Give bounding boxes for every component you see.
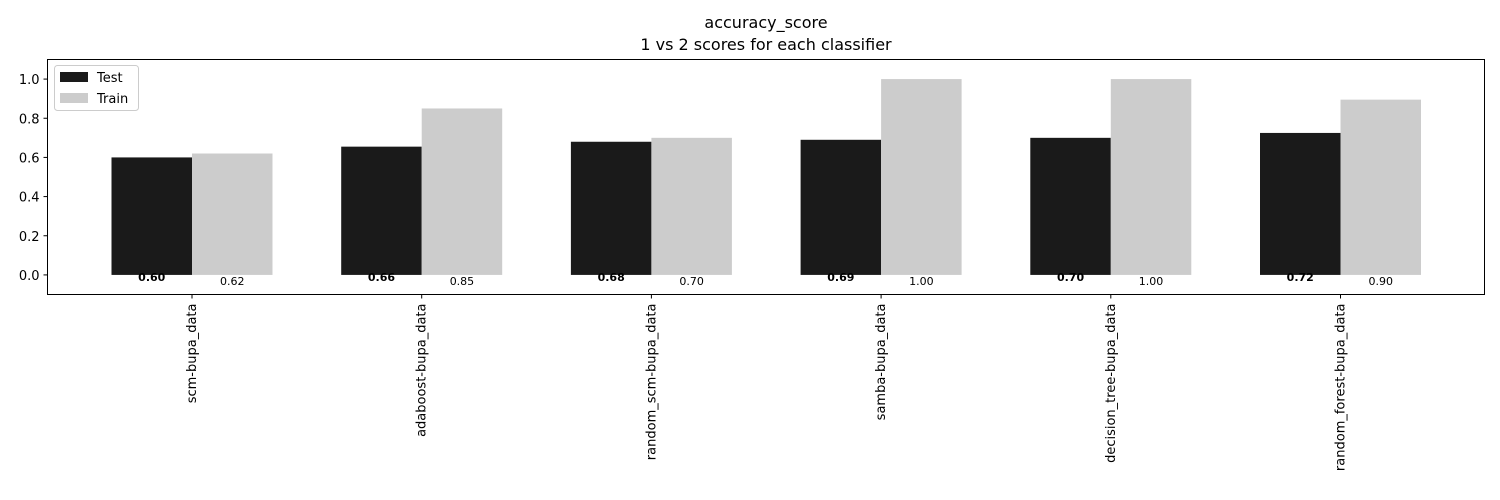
- x-axis: scm-bupa_data adaboost-bupa_data random_sc…: [185, 294, 1349, 472]
- value-labels-layer: 0.60 0.62 0.66 0.85 0.68 0.70 0.69 1.00 0.70 1.00…: [138, 271, 1393, 288]
- value-label-train-decision_tree-bupa_data: 1.00: [1139, 275, 1164, 288]
- x-tick-label-random_scm-bupa_data: random_scm-bupa_data: [644, 304, 659, 461]
- bar-test-samba-bupa_data: [800, 139, 882, 275]
- value-label-train-adaboost-bupa_data: 0.85: [450, 275, 475, 288]
- value-label-test-adaboost-bupa_data: 0.66: [368, 271, 395, 284]
- bar-train-samba-bupa_data: [881, 79, 962, 275]
- bar-train-adaboost-bupa_data: [421, 108, 503, 275]
- x-tick-label-scm-bupa_data: scm-bupa_data: [185, 304, 200, 404]
- chart-subtitle: 1 vs 2 scores for each classifier: [640, 35, 892, 54]
- value-label-train-scm-bupa_data: 0.62: [220, 275, 245, 288]
- bar-test-adaboost-bupa_data: [341, 146, 422, 275]
- bar-test-random_forest-bupa_data: [1260, 132, 1341, 275]
- bar-train-random_forest-bupa_data: [1340, 99, 1421, 275]
- legend-label-train: Train: [96, 92, 128, 107]
- bar-train-random_scm-bupa_data: [651, 137, 732, 275]
- value-label-train-random_scm-bupa_data: 0.70: [679, 275, 704, 288]
- bar-test-scm-bupa_data: [111, 157, 192, 275]
- x-tick-label-decision_tree-bupa_data: decision_tree-bupa_data: [1104, 304, 1119, 463]
- legend-swatch-train: [60, 93, 88, 103]
- value-label-test-random_scm-bupa_data: 0.68: [598, 271, 625, 284]
- y-tick-label-0.2: 0.2: [19, 230, 40, 245]
- legend: Test Train: [54, 65, 139, 111]
- plot-area-frame: [47, 59, 1485, 295]
- chart-title: accuracy_score: [704, 13, 827, 33]
- value-label-test-samba-bupa_data: 0.69: [827, 271, 854, 284]
- y-tick-label-0.0: 0.0: [19, 269, 40, 284]
- bars-layer: [111, 79, 1421, 275]
- legend-swatch-test: [60, 72, 88, 82]
- legend-label-test: Test: [96, 71, 123, 86]
- value-label-train-random_forest-bupa_data: 0.90: [1369, 275, 1394, 288]
- bar-test-decision_tree-bupa_data: [1030, 137, 1111, 275]
- y-tick-label-0.6: 0.6: [19, 151, 40, 166]
- bar-train-decision_tree-bupa_data: [1110, 79, 1192, 275]
- x-tick-label-adaboost-bupa_data: adaboost-bupa_data: [415, 304, 430, 437]
- x-tick-label-samba-bupa_data: samba-bupa_data: [874, 304, 889, 421]
- value-label-test-decision_tree-bupa_data: 0.70: [1057, 271, 1084, 284]
- value-label-test-random_forest-bupa_data: 0.72: [1287, 271, 1314, 284]
- y-tick-label-0.8: 0.8: [19, 112, 40, 127]
- bar-test-random_scm-bupa_data: [570, 141, 652, 275]
- y-axis: 0.0 0.2 0.4 0.6 0.8 1.0: [19, 73, 48, 284]
- bar-train-scm-bupa_data: [192, 153, 273, 275]
- value-label-train-samba-bupa_data: 1.00: [909, 275, 934, 288]
- x-tick-label-random_forest-bupa_data: random_forest-bupa_data: [1334, 304, 1349, 472]
- y-tick-label-1.0: 1.0: [19, 73, 40, 88]
- y-tick-label-0.4: 0.4: [19, 191, 40, 206]
- value-label-test-scm-bupa_data: 0.60: [138, 271, 165, 284]
